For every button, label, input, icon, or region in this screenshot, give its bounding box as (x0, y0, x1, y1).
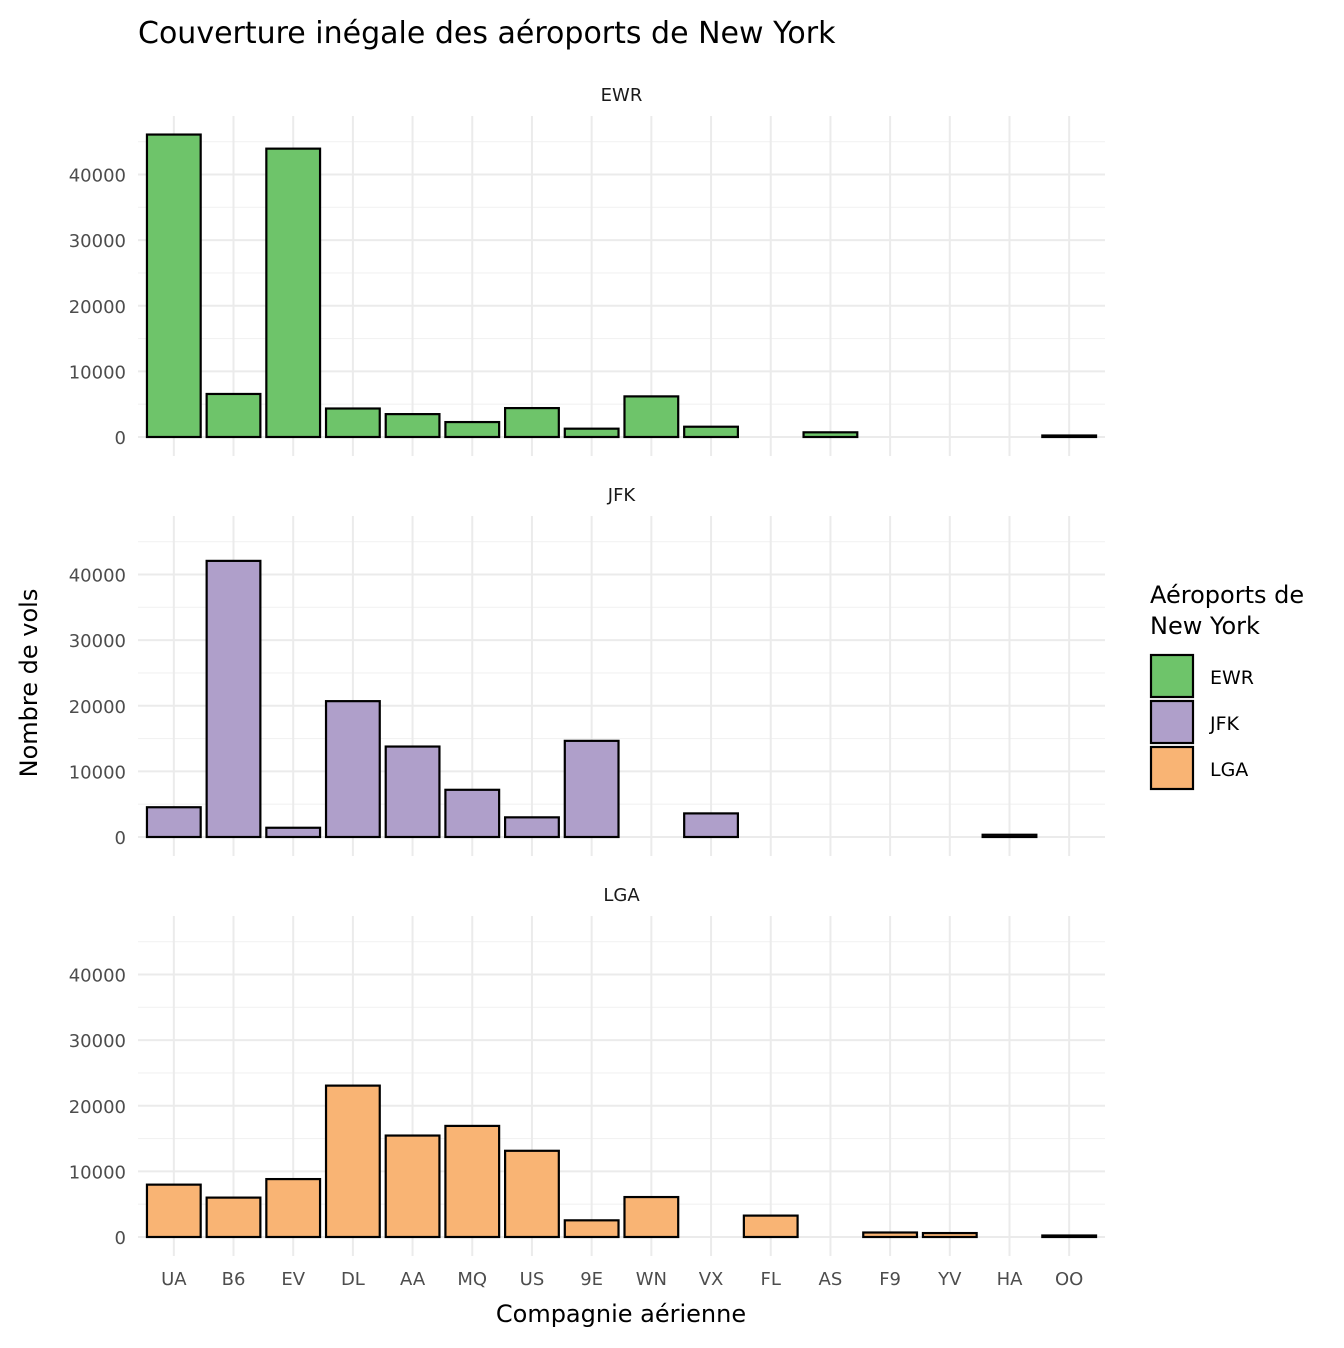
y-tick-label: 20000 (69, 1097, 126, 1118)
y-axis-title: Nombre de vols (15, 589, 43, 778)
bar-lga-b6 (205, 1196, 262, 1239)
y-tick-label: 40000 (69, 566, 126, 587)
facet-panel-ewr: EWR 0 10000 20000 30000 40000 (69, 85, 1105, 456)
bar-jfk-us (504, 816, 560, 839)
x-tick-label: F9 (879, 1269, 901, 1290)
bar-ewr-dl (324, 407, 381, 439)
bar-lga-9e (563, 1219, 620, 1239)
bar-lga-dl (324, 1084, 381, 1239)
bar-jfk-ua (145, 806, 202, 839)
bar-jfk-vx (683, 812, 739, 839)
y-tick-label: 30000 (69, 631, 126, 652)
bar-jfk-9e (563, 739, 620, 839)
y-tick-label: 30000 (69, 1031, 126, 1052)
y-tick-label: 0 (115, 428, 126, 449)
legend-title-line-1: Aéroports de (1150, 581, 1304, 609)
x-tick-label: AS (819, 1269, 843, 1290)
bar-lga-ev (265, 1177, 322, 1239)
x-tick-label: B6 (222, 1269, 246, 1290)
legend: Aéroports de New York EWR JFK LGA (1149, 581, 1304, 791)
x-tick-label: WN (636, 1269, 667, 1290)
legend-key-lga (1149, 745, 1195, 791)
bar-jfk-ev (265, 826, 322, 839)
bar-jfk-aa (384, 745, 441, 839)
bar-jfk-mq (444, 788, 501, 839)
bar-lga-fl (742, 1214, 799, 1239)
bar-jfk-b6 (205, 559, 262, 839)
bar-lga-f9 (862, 1231, 919, 1239)
bar-jfk-ha (981, 833, 1038, 839)
x-axis-ticks: UA B6 EV DL AA MQ US 9E WN VX FL AS F9 YV HA OO (161, 1269, 1083, 1290)
x-tick-label: VX (699, 1269, 724, 1290)
facet-panels: EWR 0 10000 20000 30000 40000 JFK 0 10000 20000 30… (69, 85, 1105, 1256)
x-tick-label: UA (161, 1269, 187, 1290)
y-tick-label: 20000 (69, 697, 126, 718)
bar-ewr-wn (623, 395, 680, 439)
y-tick-label: 10000 (69, 762, 126, 783)
facet-strip-label: JFK (607, 485, 637, 506)
x-tick-label: EV (281, 1269, 305, 1290)
bar-ewr-b6 (205, 392, 262, 439)
x-tick-label: YV (937, 1269, 962, 1290)
bar-lga-oo (1041, 1234, 1098, 1239)
x-tick-label: OO (1055, 1269, 1083, 1290)
bar-ewr-us (504, 406, 560, 439)
y-tick-label: 20000 (69, 297, 126, 318)
bar-ewr-oo (1041, 434, 1098, 439)
bar-lga-ua (145, 1183, 202, 1239)
chart-title: Couverture inégale des aéroports de New … (138, 16, 836, 51)
legend-key-ewr (1149, 653, 1195, 699)
legend-key-jfk (1149, 699, 1195, 745)
y-tick-label: 10000 (69, 362, 126, 383)
legend-label-ewr: EWR (1210, 667, 1254, 689)
y-tick-label: 0 (115, 828, 126, 849)
bar-ewr-ua (145, 133, 202, 439)
facet-strip-label: EWR (601, 85, 643, 106)
x-tick-label: HA (997, 1269, 1024, 1290)
facet-panel-lga: LGA 0 10000 20000 30000 40000 (69, 885, 1105, 1256)
x-tick-label: MQ (457, 1269, 487, 1290)
bar-lga-wn (623, 1195, 680, 1239)
legend-label-jfk: JFK (1209, 713, 1240, 735)
facet-strip-label: LGA (603, 885, 640, 906)
legend-label-lga: LGA (1210, 759, 1248, 781)
facet-panel-jfk: JFK 0 10000 20000 30000 40000 (69, 485, 1105, 856)
x-tick-label: 9E (580, 1269, 603, 1290)
x-tick-label: AA (400, 1269, 426, 1290)
bar-ewr-vx (683, 425, 739, 439)
bar-lga-aa (384, 1134, 441, 1239)
bar-lga-yv (921, 1231, 978, 1239)
y-tick-label: 30000 (69, 231, 126, 252)
bar-ewr-9e (563, 427, 620, 439)
bar-lga-us (504, 1149, 560, 1239)
x-tick-label: DL (341, 1269, 365, 1290)
x-tick-label: US (520, 1269, 545, 1290)
bar-ewr-mq (444, 420, 501, 439)
bar-jfk-dl (324, 700, 381, 839)
x-tick-label: FL (761, 1269, 781, 1290)
y-tick-label: 10000 (69, 1162, 126, 1183)
legend-title-line-2: New York (1150, 612, 1260, 640)
bar-ewr-as (802, 431, 859, 439)
y-tick-label: 0 (115, 1228, 126, 1249)
bar-ewr-aa (384, 413, 441, 439)
legend-keys: EWR JFK LGA (1149, 653, 1254, 791)
y-tick-label: 40000 (69, 166, 126, 187)
bar-lga-mq (444, 1124, 501, 1239)
y-tick-label: 40000 (69, 966, 126, 987)
x-axis-title: Compagnie aérienne (496, 1300, 746, 1328)
bar-ewr-ev (265, 147, 322, 439)
